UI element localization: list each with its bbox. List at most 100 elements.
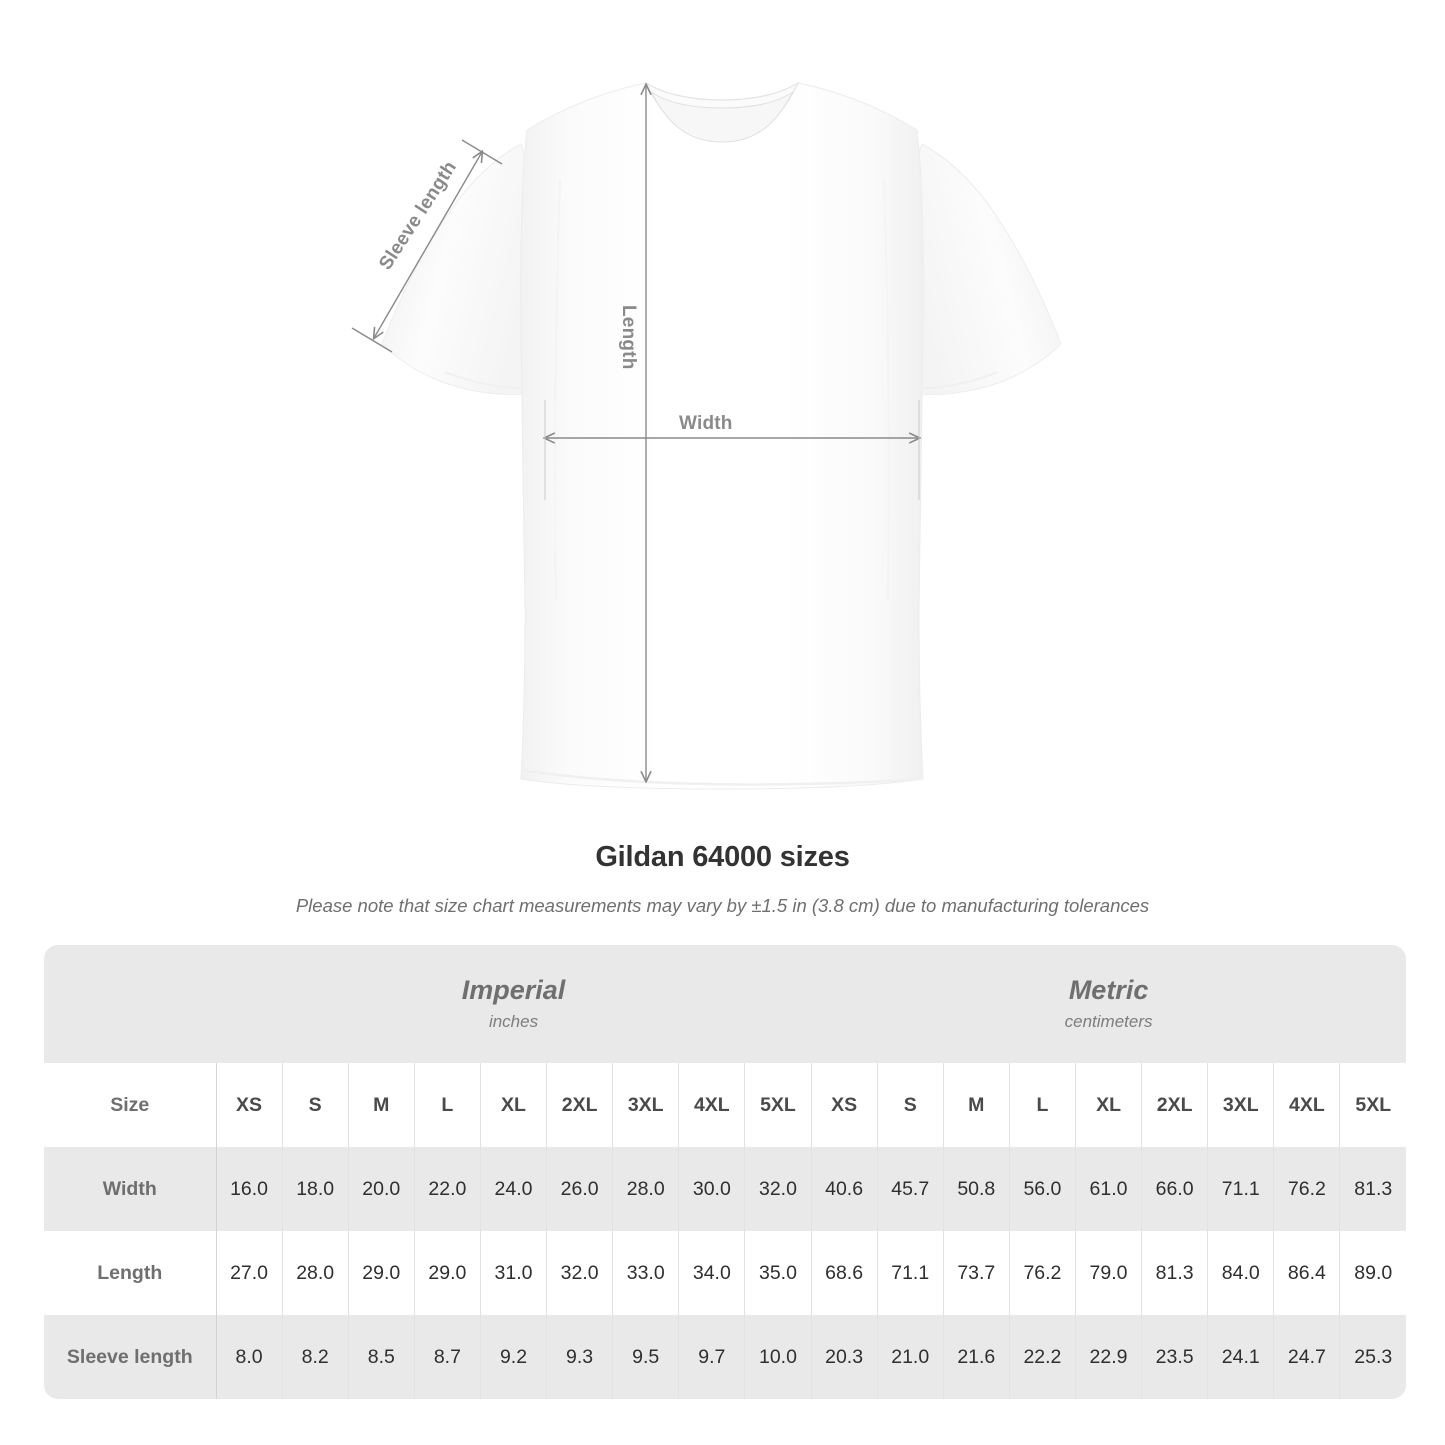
title-block: Gildan 64000 sizes Please note that size… [0,838,1445,918]
table-row: Width 16.0 18.0 20.0 22.0 24.0 26.0 28.0 30.0 32.… [44,1147,1407,1231]
size-header-metric-5xl: 5XL [1339,1063,1407,1147]
length-label: Length [618,305,639,370]
shirt-body [520,82,924,790]
size-header-imperial-xs: XS [215,1063,283,1147]
tolerance-note: Please note that size chart measurements… [295,895,1150,916]
size-header-imperial-l: L [413,1063,481,1147]
neck-opening [650,91,794,143]
cell-length-imperial-m: 29.0 [347,1231,415,1315]
cell-length-metric-4xl: 86.4 [1273,1231,1340,1315]
size-header-metric-xl: XL [1074,1063,1142,1147]
cell-length-metric-3xl: 84.0 [1207,1231,1274,1315]
cell-length-imperial-2xl: 32.0 [546,1231,613,1315]
cell-sleeve-length-imperial-s: 8.2 [281,1315,349,1399]
fold-line-right [883,179,890,601]
size-header-imperial-2xl: 2XL [546,1063,613,1147]
cell-width-metric-l: 56.0 [1008,1147,1076,1231]
size-header-imperial-3xl: 3XL [612,1063,679,1147]
cell-sleeve-length-imperial-l: 8.7 [413,1315,481,1399]
size-header-metric-4xl: 4XL [1273,1063,1340,1147]
cell-sleeve-length-metric-2xl: 23.5 [1141,1315,1208,1399]
left-sleeve [381,143,542,395]
cell-sleeve-length-imperial-5xl: 10.0 [744,1315,812,1399]
cell-width-metric-m: 50.8 [942,1147,1010,1231]
cell-sleeve-length-imperial-xl: 9.2 [479,1315,547,1399]
size-header-imperial-4xl: 4XL [678,1063,745,1147]
size-header-imperial-xl: XL [479,1063,547,1147]
right-cuff [920,371,999,389]
size-header-metric-s: S [876,1063,944,1147]
cell-width-metric-3xl: 71.1 [1207,1147,1274,1231]
cell-width-imperial-xs: 16.0 [215,1147,283,1231]
cell-sleeve-length-metric-m: 21.6 [942,1315,1010,1399]
table-row: Length 27.0 28.0 29.0 29.0 31.0 32.0 33.0 34.0 35… [44,1231,1407,1315]
size-header-metric-2xl: 2XL [1141,1063,1208,1147]
table-header-row: Size XS S M L XL 2XL 3XL 4XL 5XL XS S M L XL 2XL 3XL 4XL 5… [44,1063,1407,1147]
unit-group-subtitle: centimeters [1064,1012,1153,1031]
cell-width-metric-xs: 40.6 [810,1147,878,1231]
tshirt-diagram: Sleeve length Length Width [351,81,1062,790]
cell-width-imperial-xl: 24.0 [479,1147,547,1231]
cell-length-metric-xs: 68.6 [810,1231,878,1315]
row-label-sleeve-length: Sleeve length [44,1315,216,1399]
cell-length-imperial-l: 29.0 [413,1231,481,1315]
cell-sleeve-length-imperial-3xl: 9.5 [612,1315,679,1399]
cell-length-metric-5xl: 89.0 [1339,1231,1407,1315]
fold-line-left [554,179,561,601]
header-size-label: Size [44,1063,216,1147]
cell-width-metric-4xl: 76.2 [1273,1147,1340,1231]
size-chart-table-wrapper: Imperial inches Metric centimeters Size XS S M L… [44,945,1407,1399]
cell-width-imperial-l: 22.0 [413,1147,481,1231]
page-title: Gildan 64000 sizes [595,841,850,873]
size-header-imperial-m: M [347,1063,415,1147]
width-label: Width [679,413,733,434]
cell-width-metric-s: 45.7 [876,1147,944,1231]
cell-sleeve-length-metric-l: 22.2 [1008,1315,1076,1399]
cell-width-metric-xl: 61.0 [1074,1147,1142,1231]
table-row: Sleeve length 8.0 8.2 8.5 8.7 9.2 9.3 9.5 9.7 10.… [44,1315,1407,1399]
cell-width-metric-2xl: 66.0 [1141,1147,1208,1231]
cell-sleeve-length-metric-4xl: 24.7 [1273,1315,1340,1399]
size-header-imperial-5xl: 5XL [744,1063,812,1147]
cell-length-imperial-3xl: 33.0 [612,1231,679,1315]
size-header-metric-3xl: 3XL [1207,1063,1274,1147]
cell-length-imperial-s: 28.0 [281,1231,349,1315]
cell-width-imperial-s: 18.0 [281,1147,349,1231]
size-chart-table: Imperial inches Metric centimeters Size XS S M L… [44,945,1407,1399]
sleeve-length-cap-top [461,139,503,165]
cell-sleeve-length-imperial-4xl: 9.7 [678,1315,745,1399]
unit-group-imperial: Imperial inches [216,945,812,1063]
cell-width-imperial-2xl: 26.0 [546,1147,613,1231]
cell-length-imperial-4xl: 34.0 [678,1231,745,1315]
cell-length-imperial-5xl: 35.0 [744,1231,812,1315]
cell-sleeve-length-imperial-xs: 8.0 [215,1315,283,1399]
cell-sleeve-length-metric-xs: 20.3 [810,1315,878,1399]
cell-length-imperial-xs: 27.0 [215,1231,283,1315]
cell-width-imperial-3xl: 28.0 [612,1147,679,1231]
left-cuff [444,371,523,389]
cell-length-metric-s: 71.1 [876,1231,944,1315]
cell-sleeve-length-imperial-2xl: 9.3 [546,1315,613,1399]
cell-length-metric-2xl: 81.3 [1141,1231,1208,1315]
row-label-length: Length [44,1231,216,1315]
cell-length-imperial-xl: 31.0 [479,1231,547,1315]
cell-length-metric-xl: 79.0 [1074,1231,1142,1315]
cell-length-metric-l: 76.2 [1008,1231,1076,1315]
cell-length-metric-m: 73.7 [942,1231,1010,1315]
cell-width-imperial-m: 20.0 [347,1147,415,1231]
cell-sleeve-length-metric-5xl: 25.3 [1339,1315,1407,1399]
sleeve-length-cap-bottom [351,327,393,353]
cell-sleeve-length-metric-xl: 22.9 [1074,1315,1142,1399]
tshirt-illustration [351,81,1062,790]
unit-group-name: Imperial [461,975,566,1005]
size-header-metric-xs: XS [810,1063,878,1147]
hem-line [520,768,924,786]
cell-sleeve-length-metric-3xl: 24.1 [1207,1315,1274,1399]
sleeve-length-dimension-line [374,152,482,338]
unit-banner-spacer [44,945,216,1063]
cell-width-imperial-4xl: 30.0 [678,1147,745,1231]
cell-sleeve-length-metric-s: 21.0 [876,1315,944,1399]
unit-group-subtitle: inches [488,1012,539,1031]
row-label-width: Width [44,1147,216,1231]
size-header-metric-l: L [1008,1063,1076,1147]
